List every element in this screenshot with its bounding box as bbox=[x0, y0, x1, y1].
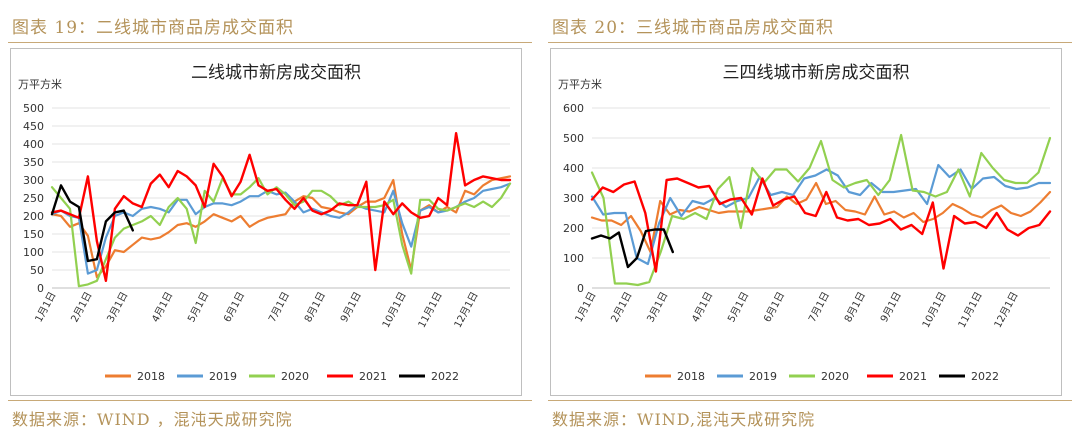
title-rule bbox=[8, 42, 532, 43]
panel-third-fourth-tier: 图表 20：三线城市商品房成交面积 三四线城市新房成交面积万平方米 0 100 200… bbox=[540, 0, 1072, 435]
source-rule bbox=[8, 400, 532, 401]
y-tick-label: 400 bbox=[563, 162, 584, 175]
legend-label-2018: 2018 bbox=[677, 370, 705, 383]
figure-title: 图表 19：二线城市商品房成交面积 bbox=[12, 18, 295, 38]
series-line-2022 bbox=[50, 184, 135, 263]
source-note: 数据来源：WIND ，混沌天成研究院 bbox=[12, 410, 293, 429]
y-tick-label: 600 bbox=[563, 102, 584, 115]
chart-title: 二线城市新房成交面积 bbox=[191, 63, 361, 83]
y-unit-label: 万平方米 bbox=[558, 77, 602, 91]
series-line-2022 bbox=[590, 228, 675, 269]
y-unit-label: 万平方米 bbox=[18, 77, 62, 91]
series-line-2018 bbox=[590, 181, 1052, 254]
series-line-2019 bbox=[590, 163, 1052, 266]
y-tick-label: 250 bbox=[23, 192, 44, 205]
y-tick-label: 0 bbox=[577, 282, 584, 295]
chart-title: 三四线城市新房成交面积 bbox=[723, 63, 910, 83]
series-line-2021 bbox=[590, 177, 1052, 273]
legend-label-2020: 2020 bbox=[281, 370, 309, 383]
legend-label-2021: 2021 bbox=[899, 370, 927, 383]
y-tick-label: 400 bbox=[23, 138, 44, 151]
y-tick-label: 200 bbox=[563, 222, 584, 235]
legend-label-2018: 2018 bbox=[137, 370, 165, 383]
title-rule bbox=[548, 42, 1072, 43]
y-tick-label: 300 bbox=[23, 174, 44, 187]
panel-second-tier: 图表 19：二线城市商品房成交面积 二线城市新房成交面积万平方米 0 50 100 15… bbox=[0, 0, 532, 435]
legend-label-2022: 2022 bbox=[971, 370, 999, 383]
series-line-2020 bbox=[590, 133, 1052, 287]
source-note: 数据来源：WIND,混沌天成研究院 bbox=[552, 410, 816, 429]
series-line-2020 bbox=[50, 177, 512, 288]
y-tick-label: 500 bbox=[23, 102, 44, 115]
figure-title: 图表 20：三线城市商品房成交面积 bbox=[552, 18, 835, 38]
legend-label-2022: 2022 bbox=[431, 370, 459, 383]
y-tick-label: 300 bbox=[563, 192, 584, 205]
legend-label-2020: 2020 bbox=[821, 370, 849, 383]
chart-frame bbox=[10, 48, 522, 396]
y-tick-label: 450 bbox=[23, 120, 44, 133]
source-rule bbox=[548, 400, 1072, 401]
y-tick-label: 100 bbox=[563, 252, 584, 265]
legend-label-2021: 2021 bbox=[359, 370, 387, 383]
y-tick-label: 100 bbox=[23, 246, 44, 259]
y-tick-label: 150 bbox=[23, 228, 44, 241]
legend-label-2019: 2019 bbox=[749, 370, 777, 383]
y-tick-label: 200 bbox=[23, 210, 44, 223]
y-tick-label: 350 bbox=[23, 156, 44, 169]
y-tick-label: 50 bbox=[30, 264, 44, 277]
series-line-2021 bbox=[50, 131, 512, 283]
y-tick-label: 0 bbox=[37, 282, 44, 295]
y-tick-label: 500 bbox=[563, 132, 584, 145]
legend-label-2019: 2019 bbox=[209, 370, 237, 383]
